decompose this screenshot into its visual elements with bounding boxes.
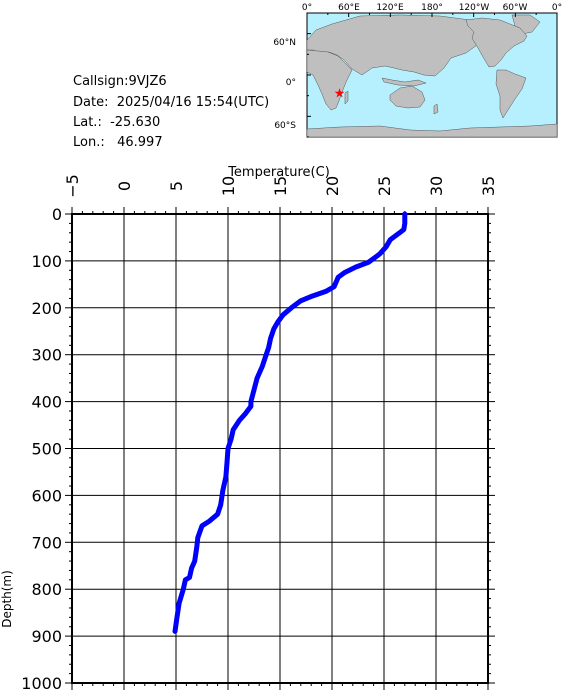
callsign-label: Callsign:9VJZ6 [73,74,167,89]
x-tick-label: 15 [271,176,290,196]
land-eurasia [306,14,493,77]
y-tick-label: 100 [31,252,62,271]
x-tick-label: 0 [115,181,134,191]
map-label-120e: 120°E [376,3,404,13]
date-label: Date: 2025/04/16 15:54(UTC) [73,95,270,110]
latitude-label: Lat.: -25.630 [73,115,161,130]
map-label-60n: 60°N [273,38,296,48]
land-australia [389,85,426,109]
map-ticks [306,12,558,138]
land-madagascar [344,90,349,105]
x-tick-label: 30 [427,176,446,196]
y-tick-label: 1000 [21,674,62,690]
land-africa [306,49,353,111]
y-tick-label: 600 [31,486,62,505]
map-label-0-end: 0° [552,3,562,13]
land-new-zealand [433,103,439,115]
y-tick-label: 900 [31,627,62,646]
y-tick-label: 0 [52,205,62,224]
map-label-equator: 0° [286,78,296,88]
map-landmasses [306,14,558,138]
map-label-0: 0° [302,3,312,13]
land-indonesia [381,77,427,87]
y-tick-label: 500 [31,440,62,459]
x-tick-label: 35 [479,176,498,196]
land-south-america [495,69,527,119]
x-tick-label: −5 [63,174,82,198]
longitude-label: Lon.: 46.997 [73,135,163,150]
land-antarctica [306,123,558,138]
land-north-america [465,17,528,68]
y-tick-label: 400 [31,393,62,412]
map-label-60w: 60°W [503,3,528,13]
y-tick-label: 200 [31,299,62,318]
y-tick-label: 700 [31,533,62,552]
x-axis-label: Temperature(C) [227,165,330,180]
x-tick-label: 10 [219,176,238,196]
map-label-180: 180° [421,3,443,13]
map-label-60s: 60°S [274,121,296,131]
temperature-depth-chart: −5 0 5 10 15 20 25 30 35010020030040050060070080… [0,165,498,690]
x-tick-label: 25 [375,176,394,196]
y-tick-label: 800 [31,580,62,599]
temperature-profile-line [172,211,408,634]
plot-frame [71,213,489,684]
location-map: 0° 60°E 120°E 180° 120°W 60°W 0° 60°N 0°… [273,3,562,138]
x-tick-label: 20 [323,176,342,196]
y-tick-label: 300 [31,346,62,365]
y-axis-label: Depth(m) [0,570,14,628]
location-marker: ★ [334,87,346,102]
x-tick-label: 5 [167,181,186,191]
map-label-120w: 120°W [459,3,490,13]
map-label-60e: 60°E [338,3,360,13]
